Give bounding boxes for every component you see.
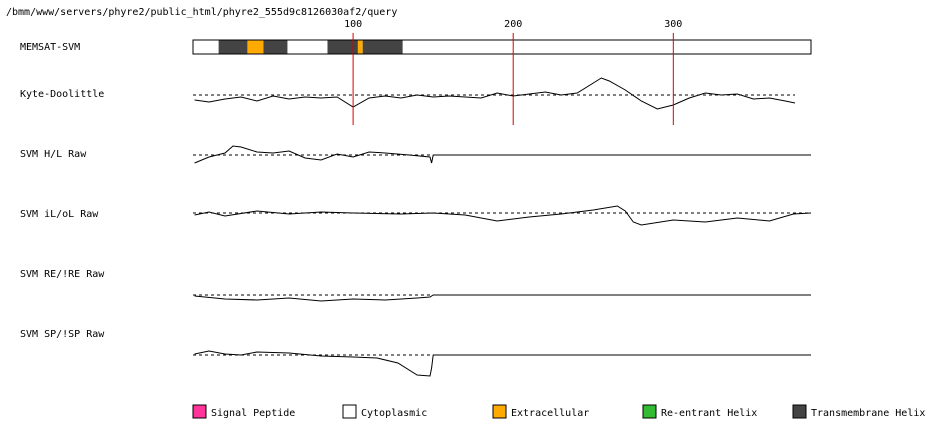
- track-label: MEMSAT-SVM: [20, 42, 80, 53]
- track-label: Kyte-Doolittle: [20, 89, 104, 100]
- segment-frame: [192, 39, 812, 55]
- legend-label: Signal Peptide: [211, 408, 295, 419]
- trace-line: [194, 350, 811, 377]
- segment-cytoplasmic: [287, 40, 328, 54]
- legend-swatch: [342, 404, 357, 419]
- legend-swatch: [492, 404, 507, 419]
- legend-label: Transmembrane Helix: [811, 408, 925, 419]
- tick-label: 200: [504, 19, 522, 30]
- segment-transmembrane: [327, 40, 358, 54]
- ticks-group: 100 200 300: [344, 19, 682, 125]
- tracks-group: MEMSAT-SVM Kyte-Doolittle SVM H/L Raw SVM i…: [20, 39, 812, 377]
- segment-transmembrane: [218, 40, 248, 54]
- segment-cytoplasmic: [193, 40, 219, 54]
- legend-label: Cytoplasmic: [361, 408, 427, 419]
- legend-swatch: [792, 404, 807, 419]
- segment-extracellular: [357, 40, 363, 54]
- track-label: SVM H/L Raw: [20, 149, 87, 160]
- track-label: SVM RE/!RE Raw: [20, 269, 105, 280]
- segment-cytoplasmic: [402, 40, 811, 54]
- trace-line: [194, 77, 796, 110]
- legend-label: Extracellular: [511, 408, 589, 419]
- tick-label: 100: [344, 19, 362, 30]
- track-label: SVM iL/oL Raw: [20, 209, 99, 220]
- legend: Signal Peptide Cytoplasmic Extracellular Re…: [192, 404, 925, 419]
- legend-swatch: [192, 404, 207, 419]
- segment-transmembrane: [362, 40, 403, 54]
- track-label: SVM SP/!SP Raw: [20, 329, 105, 340]
- legend-swatch: [642, 404, 657, 419]
- legend-label: Re-entrant Helix: [661, 408, 757, 419]
- trace-line: [194, 294, 811, 302]
- segment-transmembrane: [263, 40, 288, 54]
- trace-line: [194, 205, 812, 226]
- segment-extracellular: [247, 40, 264, 54]
- tick-label: 300: [664, 19, 682, 30]
- query-path: /bmm/www/servers/phyre2/public_html/phyr…: [6, 7, 397, 18]
- trace-line: [194, 145, 811, 164]
